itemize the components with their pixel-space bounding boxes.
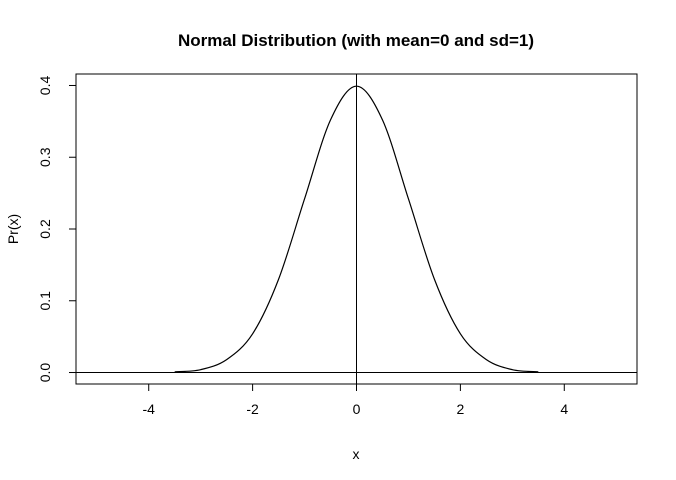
x-tick-label: 0 [353, 401, 361, 417]
x-axis: -4 -2 0 2 4 [142, 384, 568, 417]
y-tick-label: 0.4 [37, 76, 53, 96]
density-curve [174, 85, 539, 373]
x-axis-label: x [353, 446, 360, 462]
chart-title: Normal Distribution (with mean=0 and sd=… [178, 31, 534, 50]
x-tick-label: 2 [456, 401, 464, 417]
y-tick-label: 0.0 [37, 363, 53, 383]
y-tick-label: 0.3 [37, 147, 53, 167]
y-tick-label: 0.1 [37, 291, 53, 311]
y-axis-label: Pr(x) [5, 214, 21, 244]
x-tick-label: 4 [560, 401, 568, 417]
y-axis: 0.0 0.1 0.2 0.3 0.4 [37, 76, 76, 383]
x-tick-label: -2 [246, 401, 259, 417]
x-tick-label: -4 [142, 401, 155, 417]
y-tick-label: 0.2 [37, 219, 53, 239]
